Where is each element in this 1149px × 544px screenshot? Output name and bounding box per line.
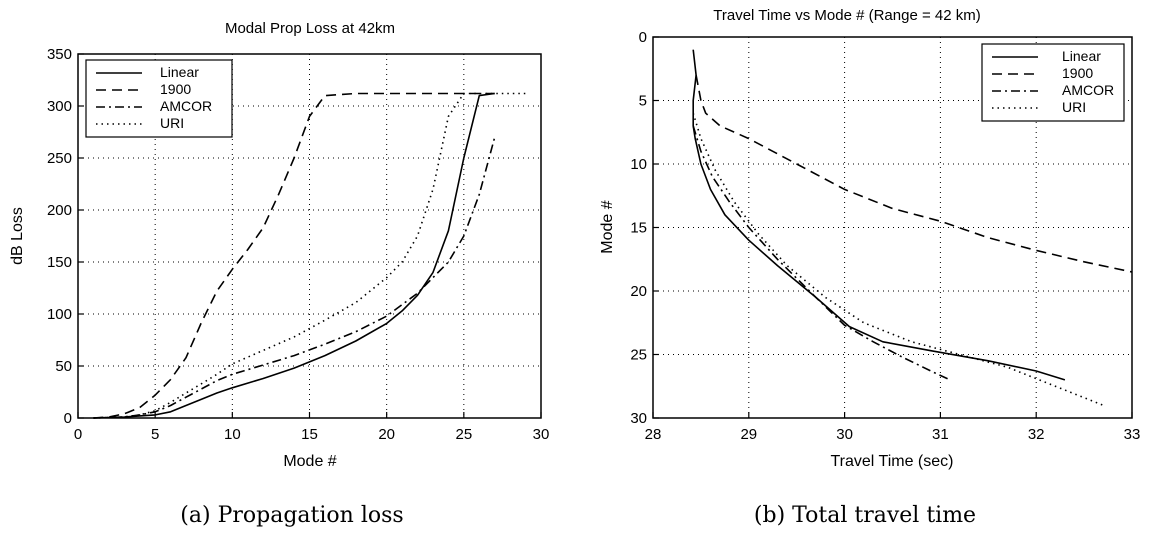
chart-b-series-1900 [695, 74, 1133, 273]
chart-b-ticks: 28 29 30 31 32 33 0 5 10 15 20 25 30 [630, 29, 1140, 443]
chart-b-ytick-label: 15 [630, 220, 647, 237]
chart-a-legend-label-linear: Linear [160, 64, 199, 80]
chart-b-ytick-label: 25 [630, 347, 647, 364]
chart-b-ylabel: Mode # [599, 200, 616, 253]
chart-b-xtick-label: 30 [836, 426, 853, 443]
chart-b-ytick-label: 5 [639, 93, 647, 110]
chart-b-legend-label-linear: Linear [1062, 48, 1101, 64]
chart-a-series-1900 [93, 92, 495, 419]
chart-b-xtick-label: 32 [1028, 426, 1045, 443]
chart-a-series-amcor [93, 136, 496, 419]
chart-a-xtick-label: 15 [301, 426, 318, 443]
chart-a-ytick-label: 50 [55, 358, 72, 375]
chart-b-legend-label-1900: 1900 [1062, 65, 1093, 81]
chart-a-ylabel: dB Loss [9, 207, 26, 265]
chart-b-ytick-label: 20 [630, 283, 647, 300]
chart-b-ytick-label: 10 [630, 156, 647, 173]
chart-a-ytick-label: 150 [47, 254, 72, 271]
chart-a-xtick-label: 30 [533, 426, 550, 443]
chart-a-ytick-label: 300 [47, 98, 72, 115]
chart-a-series-uri [93, 92, 526, 419]
chart-b-xtick-label: 33 [1124, 426, 1141, 443]
chart-a-legend-label-uri: URI [160, 115, 184, 131]
chart-a-ytick-label: 0 [64, 410, 72, 427]
chart-b-series-amcor [692, 125, 951, 381]
chart-b-lines [692, 49, 1133, 407]
chart-travel-time: Travel Time vs Mode # (Range = 42 km) 28… [599, 7, 1140, 528]
chart-b-legend-label-amcor: AMCOR [1062, 82, 1114, 98]
chart-b-caption: (b) Total travel time [754, 503, 976, 528]
chart-a-lines [93, 92, 526, 419]
chart-a-ytick-label: 100 [47, 306, 72, 323]
chart-a-title: Modal Prop Loss at 42km [225, 20, 395, 37]
chart-a-xlabel: Mode # [283, 453, 336, 470]
chart-a-series-linear [93, 92, 495, 419]
chart-b-series-linear [692, 49, 1066, 381]
chart-b-xtick-label: 31 [932, 426, 949, 443]
chart-b-legend-label-uri: URI [1062, 99, 1086, 115]
chart-b-title: Travel Time vs Mode # (Range = 42 km) [713, 7, 980, 24]
chart-a-ytick-label: 200 [47, 202, 72, 219]
chart-a-xtick-label: 25 [455, 426, 472, 443]
chart-a-ytick-label: 250 [47, 150, 72, 167]
chart-a-legend-label-amcor: AMCOR [160, 98, 212, 114]
chart-b-xtick-label: 29 [740, 426, 757, 443]
chart-b-xlabel: Travel Time (sec) [831, 453, 954, 470]
chart-b-ytick-label: 0 [639, 29, 647, 46]
chart-propagation-loss: Modal Prop Loss at 42km 0 5 10 15 20 25 300501… [9, 20, 549, 528]
chart-a-xtick-label: 20 [378, 426, 395, 443]
chart-a-caption: (a) Propagation loss [180, 503, 403, 528]
chart-a-xtick-label: 0 [74, 426, 82, 443]
chart-a-xtick-label: 5 [151, 426, 159, 443]
chart-a-ytick-label: 350 [47, 46, 72, 63]
chart-b-ytick-label: 30 [630, 410, 647, 427]
chart-a-xtick-label: 10 [224, 426, 241, 443]
chart-a-legend-label-1900: 1900 [160, 81, 191, 97]
chart-b-series-uri [692, 112, 1104, 407]
chart-b-xtick-label: 28 [645, 426, 662, 443]
